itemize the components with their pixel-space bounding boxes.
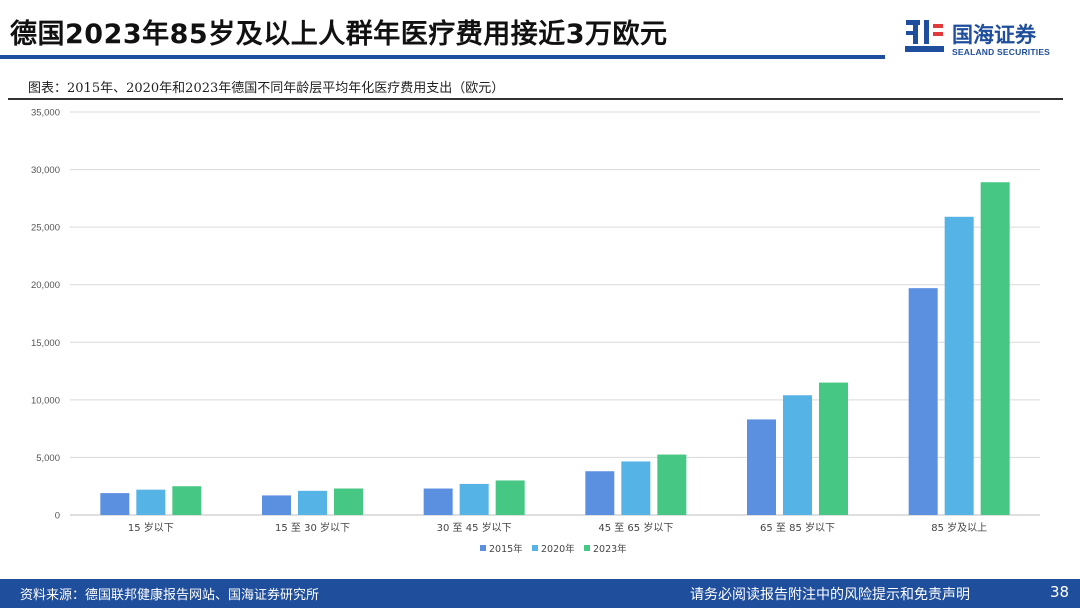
y-tick-label: 15,000 [31,338,60,349]
x-tick-label: 15 岁以下 [128,521,174,534]
bar-2023年 [495,480,525,515]
y-tick-label: 20,000 [31,280,60,291]
legend-swatch [480,545,486,551]
bar-2023年 [657,454,687,515]
y-tick-label: 25,000 [31,223,60,234]
source-note: 资料来源：德国联邦健康报告网站、国海证券研究所 [20,588,320,603]
logo-name-en: SEALAND SECURITIES [952,47,1051,57]
y-tick-label: 0 [55,511,60,522]
bar-2020年 [783,395,812,515]
sealand-logo-icon [905,20,944,52]
legend-label: 2015年 [489,543,523,555]
bar-2020年 [459,483,489,515]
bar-2015年 [100,493,130,515]
legend-swatch [532,545,538,551]
bar-2020年 [298,490,327,515]
x-tick-label: 45 至 65 岁以下 [598,521,673,534]
x-tick-label: 30 至 45 岁以下 [437,521,512,534]
bar-2015年 [423,488,453,515]
x-tick-label: 85 岁及以上 [931,521,987,534]
logo-name-cn: 国海证券 [952,23,1036,47]
y-tick-label: 35,000 [31,108,60,119]
chart-caption: 图表：2015年、2020年和2023年德国不同年龄层平均年化医疗费用支出（欧元… [28,81,505,96]
x-axis-labels: 15 岁以下 15 至 30 岁以下 30 至 45 岁以下 45 至 65 岁以下 6… [128,521,987,534]
legend-label: 2023年 [593,543,627,555]
x-tick-label: 15 至 30 岁以下 [275,521,350,534]
bar-2015年 [908,288,938,515]
brand-logo: 国海证券 SEALAND SECURITIES [905,18,1065,62]
bar-chart: 0 5,000 10,000 15,000 20,000 25,000 30,000 35,0… [31,108,1040,555]
bar-2020年 [621,461,651,515]
legend-label: 2020年 [541,543,575,555]
legend-swatch [584,545,590,551]
x-tick-label: 65 至 85 岁以下 [760,521,835,534]
page-title: 德国2023年85岁及以上人群年医疗费用接近3万欧元 [10,19,668,50]
bar-2023年 [980,182,1010,515]
chart-bars [100,182,1010,515]
disclaimer-text: 请务必阅读报告附注中的风险提示和免责声明 [690,587,970,603]
header-divider [0,55,885,59]
y-tick-label: 5,000 [36,453,60,464]
footer-bar: 资料来源：德国联邦健康报告网站、国海证券研究所 请务必阅读报告附注中的风险提示和… [0,579,1080,608]
page-number: 38 [1050,583,1070,601]
bar-2015年 [747,419,776,515]
caption-divider [8,98,1063,100]
bar-2023年 [172,486,202,515]
bar-2023年 [334,488,363,515]
chart-legend: 2015年 2020年 2023年 [480,543,627,555]
bar-2023年 [819,382,848,515]
bar-2015年 [262,495,291,515]
y-axis-labels: 0 5,000 10,000 15,000 20,000 25,000 30,000 35,0… [31,108,60,522]
bar-2020年 [944,216,974,515]
bar-2020年 [136,489,166,515]
y-tick-label: 10,000 [31,395,60,406]
bar-2015年 [585,471,615,515]
y-tick-label: 30,000 [31,165,60,176]
chart-gridlines [70,111,1040,516]
